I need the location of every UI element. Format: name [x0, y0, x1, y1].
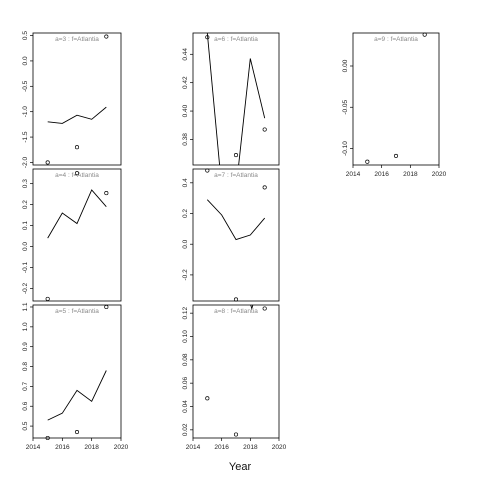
y-tick-label: -0.2: [22, 282, 29, 294]
y-tick-label: 0.0: [22, 56, 29, 65]
panel-frame: [192, 304, 280, 439]
y-tick-label: 0.2: [22, 200, 29, 209]
data-point: [233, 153, 239, 158]
facet-panel: a=4 : f=Atlantia 0.3 0.2 0.1 0.0 -0.1 -0.2: [22, 168, 122, 302]
panel-frame: [32, 304, 122, 439]
y-tick-label: -0.05: [342, 99, 349, 114]
y-tick-label: 0.1: [22, 221, 29, 230]
x-tick-label: 2016: [374, 171, 389, 178]
y-tick-label: -2.0: [22, 156, 29, 168]
y-tick-label: 0.10: [182, 330, 189, 343]
facet-label: a=5 : f=Atlantia: [55, 308, 99, 315]
data-point: [262, 185, 267, 190]
facet-label: a=9 : f=Atlantia: [374, 36, 418, 43]
data-point: [233, 297, 239, 302]
y-tick-label: 0.40: [182, 104, 189, 117]
x-tick-label: 2016: [214, 444, 229, 451]
facet-panel: a=3 : f=Atlantia 0.5 0.0 -0.5 -1.0 -1.5 -2.0: [22, 31, 122, 168]
x-tick-label: 2018: [403, 171, 418, 178]
facet-panel: a=8 : f=Atlantia 0.12 0.10 0.08 0.06 0.04 0.02…: [182, 304, 287, 451]
y-tick-label: 0.2: [182, 209, 189, 218]
series-line: [47, 370, 107, 421]
y-tick-label: 0.7: [22, 381, 29, 390]
panel-frame: [32, 168, 122, 302]
data-point: [104, 34, 109, 39]
data-point: [45, 435, 50, 441]
data-point: [45, 296, 50, 301]
data-point: [205, 35, 210, 40]
panel-frame: [32, 32, 122, 166]
x-axis-title: Year: [229, 461, 252, 473]
panels-layer: a=3 : f=Atlantia0.50.0-0.5-1.0-1.5-2.0a=…: [22, 31, 447, 451]
series-line: [47, 189, 107, 239]
y-tick-label: 0.6: [22, 401, 29, 410]
facet-label: a=3 : f=Atlantia: [55, 36, 99, 43]
y-tick-label: -0.5: [22, 80, 29, 92]
data-point: [233, 432, 239, 437]
x-tick-label: 2018: [243, 444, 258, 451]
y-tick-label: 1.1: [22, 302, 29, 311]
facet-label: a=8 : f=Atlantia: [214, 308, 258, 315]
x-tick-label: 2016: [55, 444, 70, 451]
y-tick-label: -0.1: [22, 261, 29, 273]
data-point: [365, 159, 370, 164]
y-tick-label: -1.0: [22, 106, 29, 118]
facet-panel: a=9 : f=Atlantia 0.00 -0.05 -0.10 2014 2016 20…: [342, 32, 447, 178]
data-point: [74, 145, 80, 150]
x-tick-label: 2020: [114, 444, 129, 451]
data-point: [74, 171, 80, 176]
x-tick-label: 2014: [346, 171, 361, 178]
y-tick-label: 0.5: [22, 421, 29, 430]
y-tick-label: 0.42: [182, 76, 189, 89]
x-tick-label: 2020: [432, 171, 447, 178]
y-tick-label: -1.5: [22, 131, 29, 143]
data-point: [393, 153, 399, 158]
data-point: [104, 304, 109, 310]
y-tick-label: 1.0: [22, 322, 29, 331]
y-tick-label: -0.2: [182, 269, 189, 281]
y-tick-label: 0.06: [182, 376, 189, 389]
panel-frame: [352, 32, 440, 166]
y-tick-label: 0.44: [182, 48, 189, 61]
x-tick-label: 2014: [26, 444, 41, 451]
y-tick-label: 0.00: [342, 59, 349, 72]
y-tick-label: 0.02: [182, 423, 189, 436]
facet-label: a=7 : f=Atlantia: [214, 172, 258, 179]
y-tick-label: 0.08: [182, 353, 189, 366]
y-tick-label: 0.38: [182, 133, 189, 146]
facet-label: a=6 : f=Atlantia: [214, 36, 258, 43]
y-tick-label: 0.04: [182, 400, 189, 413]
x-tick-label: 2020: [272, 444, 287, 451]
series-line: [206, 199, 266, 241]
x-tick-label: 2014: [186, 444, 201, 451]
y-tick-label: 0.5: [22, 31, 29, 40]
y-tick-label: 0.8: [22, 362, 29, 371]
data-point: [104, 191, 109, 196]
x-tick-label: 2018: [84, 444, 99, 451]
series-line: [206, 33, 266, 165]
facet-panel: a=7 : f=Atlantia 0.4 0.2 0.0 -0.2: [182, 168, 280, 302]
data-point: [205, 168, 210, 173]
panel-frame: [192, 32, 280, 166]
data-point: [262, 306, 267, 311]
y-tick-label: 0.0: [182, 239, 189, 248]
series-line: [250, 305, 254, 311]
series-line: [47, 106, 107, 124]
data-point: [205, 396, 210, 401]
facet-panel: a=5 : f=Atlantia 1.1 1.0 0.9 0.8 0.7 0.6 0.5 201…: [22, 302, 129, 451]
y-tick-label: 0.0: [22, 242, 29, 251]
facet-panel: a=6 : f=Atlantia 0.44 0.42 0.40 0.38: [182, 32, 280, 166]
data-point: [262, 127, 267, 132]
data-point: [422, 32, 427, 37]
data-point: [45, 160, 50, 165]
data-point: [74, 429, 80, 435]
y-tick-label: 0.4: [182, 178, 189, 187]
y-tick-label: 0.3: [22, 179, 29, 188]
y-tick-label: 0.12: [182, 306, 189, 319]
y-tick-label: -0.10: [342, 141, 349, 156]
facet-label: a=4 : f=Atlantia: [55, 172, 99, 179]
y-tick-label: 0.9: [22, 342, 29, 351]
